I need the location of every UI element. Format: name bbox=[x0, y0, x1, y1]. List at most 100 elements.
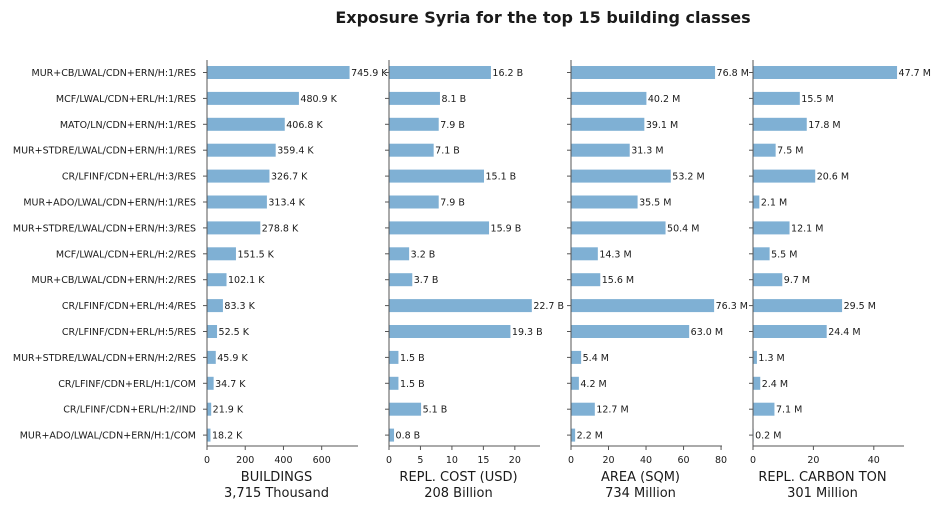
bar-buildings bbox=[207, 376, 214, 390]
bar-area bbox=[571, 325, 690, 338]
data-label-area: 12.7 M bbox=[596, 405, 628, 416]
bar-carbon bbox=[753, 143, 776, 157]
x-tick-label-cost: 15 bbox=[477, 455, 489, 466]
bar-cost bbox=[389, 299, 532, 313]
bar-area bbox=[571, 428, 576, 442]
data-label-carbon: 2.1 M bbox=[761, 198, 787, 209]
x-tick-label-carbon: 20 bbox=[807, 455, 819, 466]
x-axis-total-cost: 208 Billion bbox=[424, 486, 493, 501]
data-label-carbon: 12.1 M bbox=[791, 223, 823, 234]
data-label-buildings: 34.7 K bbox=[215, 379, 246, 390]
category-label: MUR+CB/LWAL/CDN+ERN/H:2/RES bbox=[32, 275, 197, 286]
data-label-carbon: 17.8 M bbox=[808, 120, 840, 131]
data-label-buildings: 359.4 K bbox=[277, 146, 314, 157]
data-label-area: 76.3 M bbox=[716, 301, 748, 312]
x-axis-label-buildings: BUILDINGS bbox=[241, 470, 312, 485]
x-tick-label-carbon: 40 bbox=[868, 455, 880, 466]
data-label-buildings: 480.9 K bbox=[300, 94, 337, 105]
x-tick-label-area: 60 bbox=[677, 455, 689, 466]
data-label-carbon: 2.4 M bbox=[762, 379, 788, 390]
bar-area bbox=[571, 117, 645, 131]
bar-cost bbox=[389, 325, 511, 338]
bar-buildings bbox=[207, 350, 216, 364]
bar-area bbox=[571, 195, 638, 209]
bar-cost bbox=[389, 221, 490, 235]
bar-cost bbox=[389, 402, 422, 416]
data-label-area: 5.4 M bbox=[583, 353, 609, 364]
data-label-cost: 1.5 B bbox=[400, 379, 425, 390]
data-label-area: 2.2 M bbox=[577, 431, 603, 442]
category-label: MUR+CB/LWAL/CDN+ERN/H:1/RES bbox=[32, 68, 197, 79]
x-tick-label-area: 40 bbox=[640, 455, 652, 466]
category-label: MCF/LWAL/CDN+ERL/H:1/RES bbox=[56, 94, 196, 105]
x-tick-label-cost: 20 bbox=[509, 455, 521, 466]
bar-buildings bbox=[207, 195, 267, 209]
data-label-buildings: 102.1 K bbox=[228, 275, 265, 286]
data-label-cost: 15.9 B bbox=[491, 223, 522, 234]
data-label-cost: 3.2 B bbox=[411, 249, 436, 260]
data-label-carbon: 7.1 M bbox=[776, 405, 802, 416]
data-label-cost: 7.9 B bbox=[440, 198, 465, 209]
data-label-carbon: 20.6 M bbox=[817, 172, 849, 183]
data-label-area: 15.6 M bbox=[602, 275, 634, 286]
data-label-carbon: 7.5 M bbox=[777, 146, 803, 157]
data-label-area: 63.0 M bbox=[691, 327, 723, 338]
bar-carbon bbox=[753, 247, 770, 261]
data-label-buildings: 45.9 K bbox=[217, 353, 248, 364]
data-label-buildings: 21.9 K bbox=[213, 405, 244, 416]
data-label-carbon: 47.7 M bbox=[899, 68, 931, 79]
bar-area bbox=[571, 91, 647, 105]
bar-area bbox=[571, 402, 595, 416]
data-label-cost: 15.1 B bbox=[486, 172, 517, 183]
data-label-area: 76.8 M bbox=[717, 68, 749, 79]
bar-carbon bbox=[753, 350, 757, 364]
bar-area bbox=[571, 221, 666, 235]
bar-area bbox=[571, 273, 601, 287]
data-label-buildings: 18.2 K bbox=[212, 431, 243, 442]
data-label-cost: 16.2 B bbox=[492, 68, 523, 79]
data-label-area: 53.2 M bbox=[672, 172, 704, 183]
bar-cost bbox=[389, 66, 491, 79]
bar-buildings bbox=[207, 143, 276, 157]
bar-buildings bbox=[207, 66, 350, 79]
category-label: MUR+ADO/LWAL/CDN+ERN/H:1/RES bbox=[23, 198, 196, 209]
x-axis-total-carbon: 301 Million bbox=[787, 486, 858, 501]
bar-buildings bbox=[207, 117, 285, 131]
chart-title: Exposure Syria for the top 15 building c… bbox=[335, 8, 751, 27]
bar-cost bbox=[389, 195, 439, 209]
category-label: CR/LFINF/CDN+ERL/H:1/COM bbox=[58, 379, 196, 390]
data-label-area: 40.2 M bbox=[648, 94, 680, 105]
bar-carbon bbox=[753, 299, 843, 313]
bar-carbon bbox=[753, 376, 761, 390]
data-label-area: 39.1 M bbox=[646, 120, 678, 131]
data-label-carbon: 0.2 M bbox=[755, 431, 781, 442]
x-tick-label-cost: 10 bbox=[446, 455, 458, 466]
data-label-buildings: 83.3 K bbox=[224, 301, 255, 312]
x-tick-label-area: 0 bbox=[568, 455, 574, 466]
category-label: CR/LFINF/CDN+ERL/H:4/RES bbox=[62, 301, 196, 312]
bar-buildings bbox=[207, 221, 261, 235]
data-label-area: 50.4 M bbox=[667, 223, 699, 234]
bar-buildings bbox=[207, 247, 236, 261]
x-tick-label-buildings: 0 bbox=[204, 455, 210, 466]
bar-cost bbox=[389, 143, 434, 157]
data-label-buildings: 52.5 K bbox=[219, 327, 250, 338]
x-tick-label-area: 80 bbox=[715, 455, 727, 466]
bar-buildings bbox=[207, 325, 218, 338]
bar-carbon bbox=[753, 195, 760, 209]
data-label-cost: 5.1 B bbox=[423, 405, 448, 416]
bar-cost bbox=[389, 376, 399, 390]
data-label-carbon: 9.7 M bbox=[784, 275, 810, 286]
x-axis-label-area: AREA (SQM) bbox=[601, 470, 680, 485]
x-axis-label-carbon: REPL. CARBON TON bbox=[758, 470, 886, 485]
bar-buildings bbox=[207, 299, 223, 313]
data-label-cost: 7.9 B bbox=[440, 120, 465, 131]
x-tick-label-carbon: 0 bbox=[750, 455, 756, 466]
bar-cost bbox=[389, 117, 439, 131]
bar-cost bbox=[389, 350, 399, 364]
data-label-carbon: 1.3 M bbox=[758, 353, 784, 364]
data-label-buildings: 151.5 K bbox=[237, 249, 274, 260]
x-tick-label-buildings: 600 bbox=[313, 455, 331, 466]
bar-buildings bbox=[207, 402, 212, 416]
data-label-carbon: 29.5 M bbox=[844, 301, 876, 312]
